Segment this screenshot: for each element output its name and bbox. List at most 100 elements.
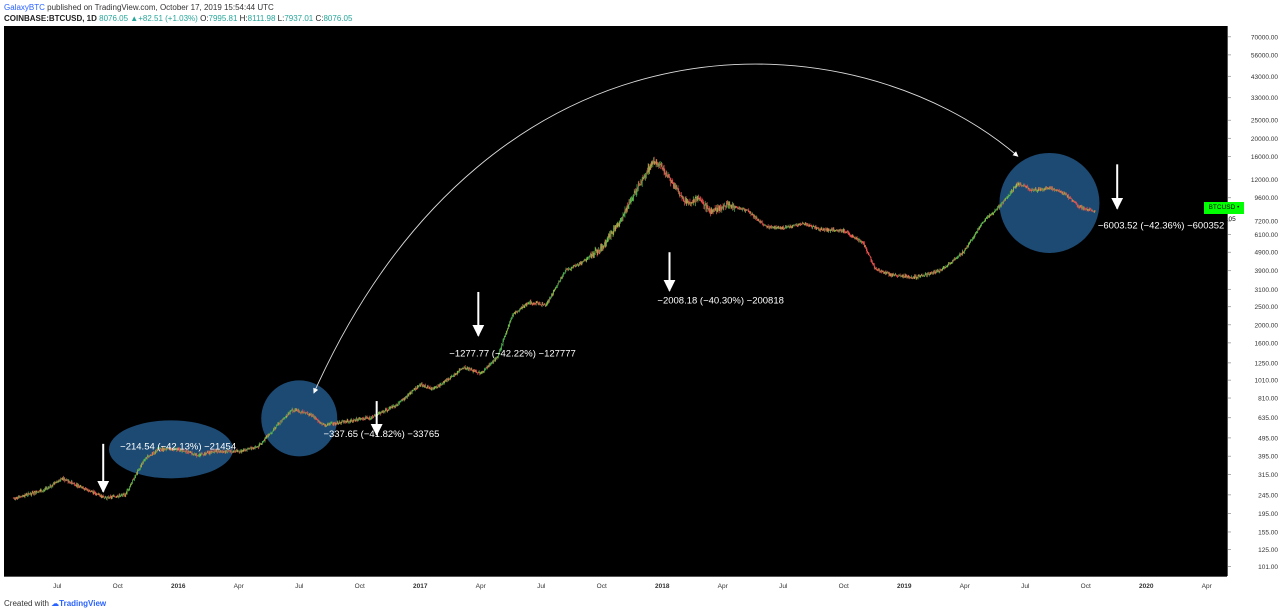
candle-body: [756, 217, 758, 220]
candle-body: [1088, 208, 1090, 211]
candle-body: [350, 420, 351, 422]
candle-body: [545, 303, 547, 307]
candle-body: [835, 230, 837, 232]
candle-body: [386, 409, 388, 411]
candle-body: [433, 388, 434, 390]
candle-body: [193, 453, 195, 455]
candle-body: [698, 197, 699, 200]
candle-body: [634, 191, 636, 193]
candle-body: [32, 492, 34, 493]
candle-body: [287, 415, 288, 416]
candle-body: [13, 498, 15, 499]
candle-body: [987, 215, 989, 217]
price-axis[interactable]: 70000.00 56000.00 43000.00 33000.00 25000.00…: [1227, 26, 1280, 576]
candle-body: [71, 481, 73, 484]
chart-plot-area[interactable]: −214.54 (−42.13%) −21454 −337.65 (−41.82%…: [4, 26, 1227, 576]
candle-body: [41, 490, 43, 492]
candle-body: [846, 231, 847, 233]
candle-body: [552, 293, 554, 296]
candle-body: [269, 434, 270, 435]
candle-body: [739, 208, 741, 210]
candle-body: [540, 304, 542, 306]
candle-body: [962, 251, 963, 254]
candle-body: [462, 368, 464, 370]
candle-body: [859, 239, 861, 241]
candle-body: [371, 416, 373, 418]
candle-body: [547, 302, 548, 304]
publisher-link[interactable]: GalaxyBTC: [4, 3, 45, 12]
candle-body: [136, 473, 138, 474]
time-axis[interactable]: Jul Oct 2016 Apr Jul Oct 2017 Apr Jul Oct 2018 Apr J…: [4, 576, 1272, 595]
candle-body: [472, 370, 474, 372]
candle-body: [594, 250, 596, 253]
y-tick-label: 395.00: [1258, 454, 1278, 461]
tradingview-brand[interactable]: TradingView: [59, 599, 107, 608]
candle-body: [155, 450, 156, 454]
candle-body: [465, 368, 467, 370]
candle-body: [742, 208, 744, 210]
candle-body: [621, 217, 623, 219]
candle-body: [972, 237, 974, 239]
candle-body: [559, 281, 561, 282]
candle-body: [580, 262, 581, 265]
candle-body: [124, 494, 126, 496]
candle-body: [477, 372, 479, 374]
candle-body: [715, 207, 717, 210]
candle-body: [682, 197, 684, 200]
candle-body: [1094, 210, 1095, 213]
candle-body: [751, 214, 752, 215]
candle-body: [950, 262, 951, 264]
candle-body: [767, 225, 769, 227]
candle-body: [57, 481, 59, 483]
candle-body: [230, 450, 232, 453]
candle-body: [398, 402, 400, 404]
candle-body: [458, 369, 460, 372]
candle-body: [203, 454, 205, 456]
candle-body: [891, 274, 893, 276]
candle-body: [226, 450, 227, 453]
candle-body: [1076, 203, 1077, 204]
candle-body: [517, 311, 518, 313]
last-price: 8076.05: [99, 14, 129, 23]
chart-header: GalaxyBTC published on TradingView.com, …: [4, 2, 352, 24]
candle-body: [409, 392, 411, 394]
candle-body: [434, 387, 436, 389]
candle-body: [426, 387, 428, 389]
candle-body: [248, 448, 250, 450]
candle-body: [1068, 198, 1070, 199]
candle-body: [307, 412, 308, 415]
candle-body: [98, 493, 99, 495]
candle-body: [69, 480, 70, 482]
candle-body: [445, 379, 447, 382]
candle-body: [160, 448, 162, 451]
candle-body: [218, 450, 219, 453]
candle-body: [890, 273, 892, 275]
candle-body: [940, 269, 942, 271]
candle-body: [36, 491, 38, 493]
candle-body: [808, 224, 810, 226]
candle-body: [743, 209, 745, 210]
candle-body: [456, 373, 457, 374]
candle-body: [924, 275, 926, 277]
candle-body: [1009, 192, 1011, 196]
candle-body: [283, 417, 285, 419]
price-chart[interactable]: −214.54 (−42.13%) −21454−337.65 (−41.82%…: [4, 26, 1227, 576]
candle-body: [187, 451, 189, 453]
candle-body: [320, 422, 322, 424]
candle-body: [297, 410, 299, 412]
candle-body: [161, 448, 163, 451]
candle-body: [230, 450, 231, 451]
candle-body: [112, 496, 114, 497]
candle-body: [129, 486, 131, 489]
candle-body: [697, 197, 699, 200]
candle-body: [74, 483, 76, 486]
candle-body: [753, 214, 754, 218]
candle-body: [809, 224, 811, 226]
candle-body: [565, 269, 567, 272]
candle-body: [355, 420, 357, 421]
candle-body: [471, 369, 473, 371]
candle-body: [271, 432, 272, 434]
candle-body: [114, 496, 115, 497]
candle-body: [871, 261, 873, 264]
candle-body: [1052, 187, 1053, 190]
